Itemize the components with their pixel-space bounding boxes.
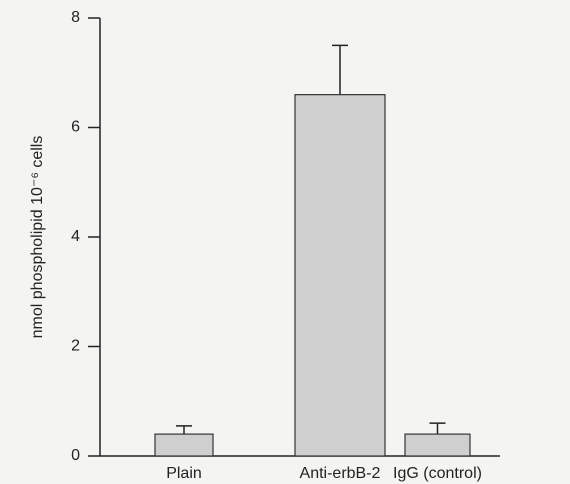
- y-tick-label: 2: [71, 338, 80, 355]
- bar: [154, 433, 214, 457]
- x-tick-label: Anti-erbB-2: [300, 465, 381, 482]
- y-tick-label: 8: [71, 9, 80, 26]
- bar: [294, 94, 386, 457]
- y-tick-label: 4: [71, 228, 80, 245]
- y-tick-label: 6: [71, 119, 80, 136]
- x-tick-label: Plain: [166, 465, 202, 482]
- y-axis-label: nmol phospholipid 10⁻⁶ cells: [29, 136, 46, 339]
- x-tick-label: IgG (control): [393, 465, 482, 482]
- bar: [404, 433, 471, 457]
- y-tick-label: 0: [71, 447, 80, 464]
